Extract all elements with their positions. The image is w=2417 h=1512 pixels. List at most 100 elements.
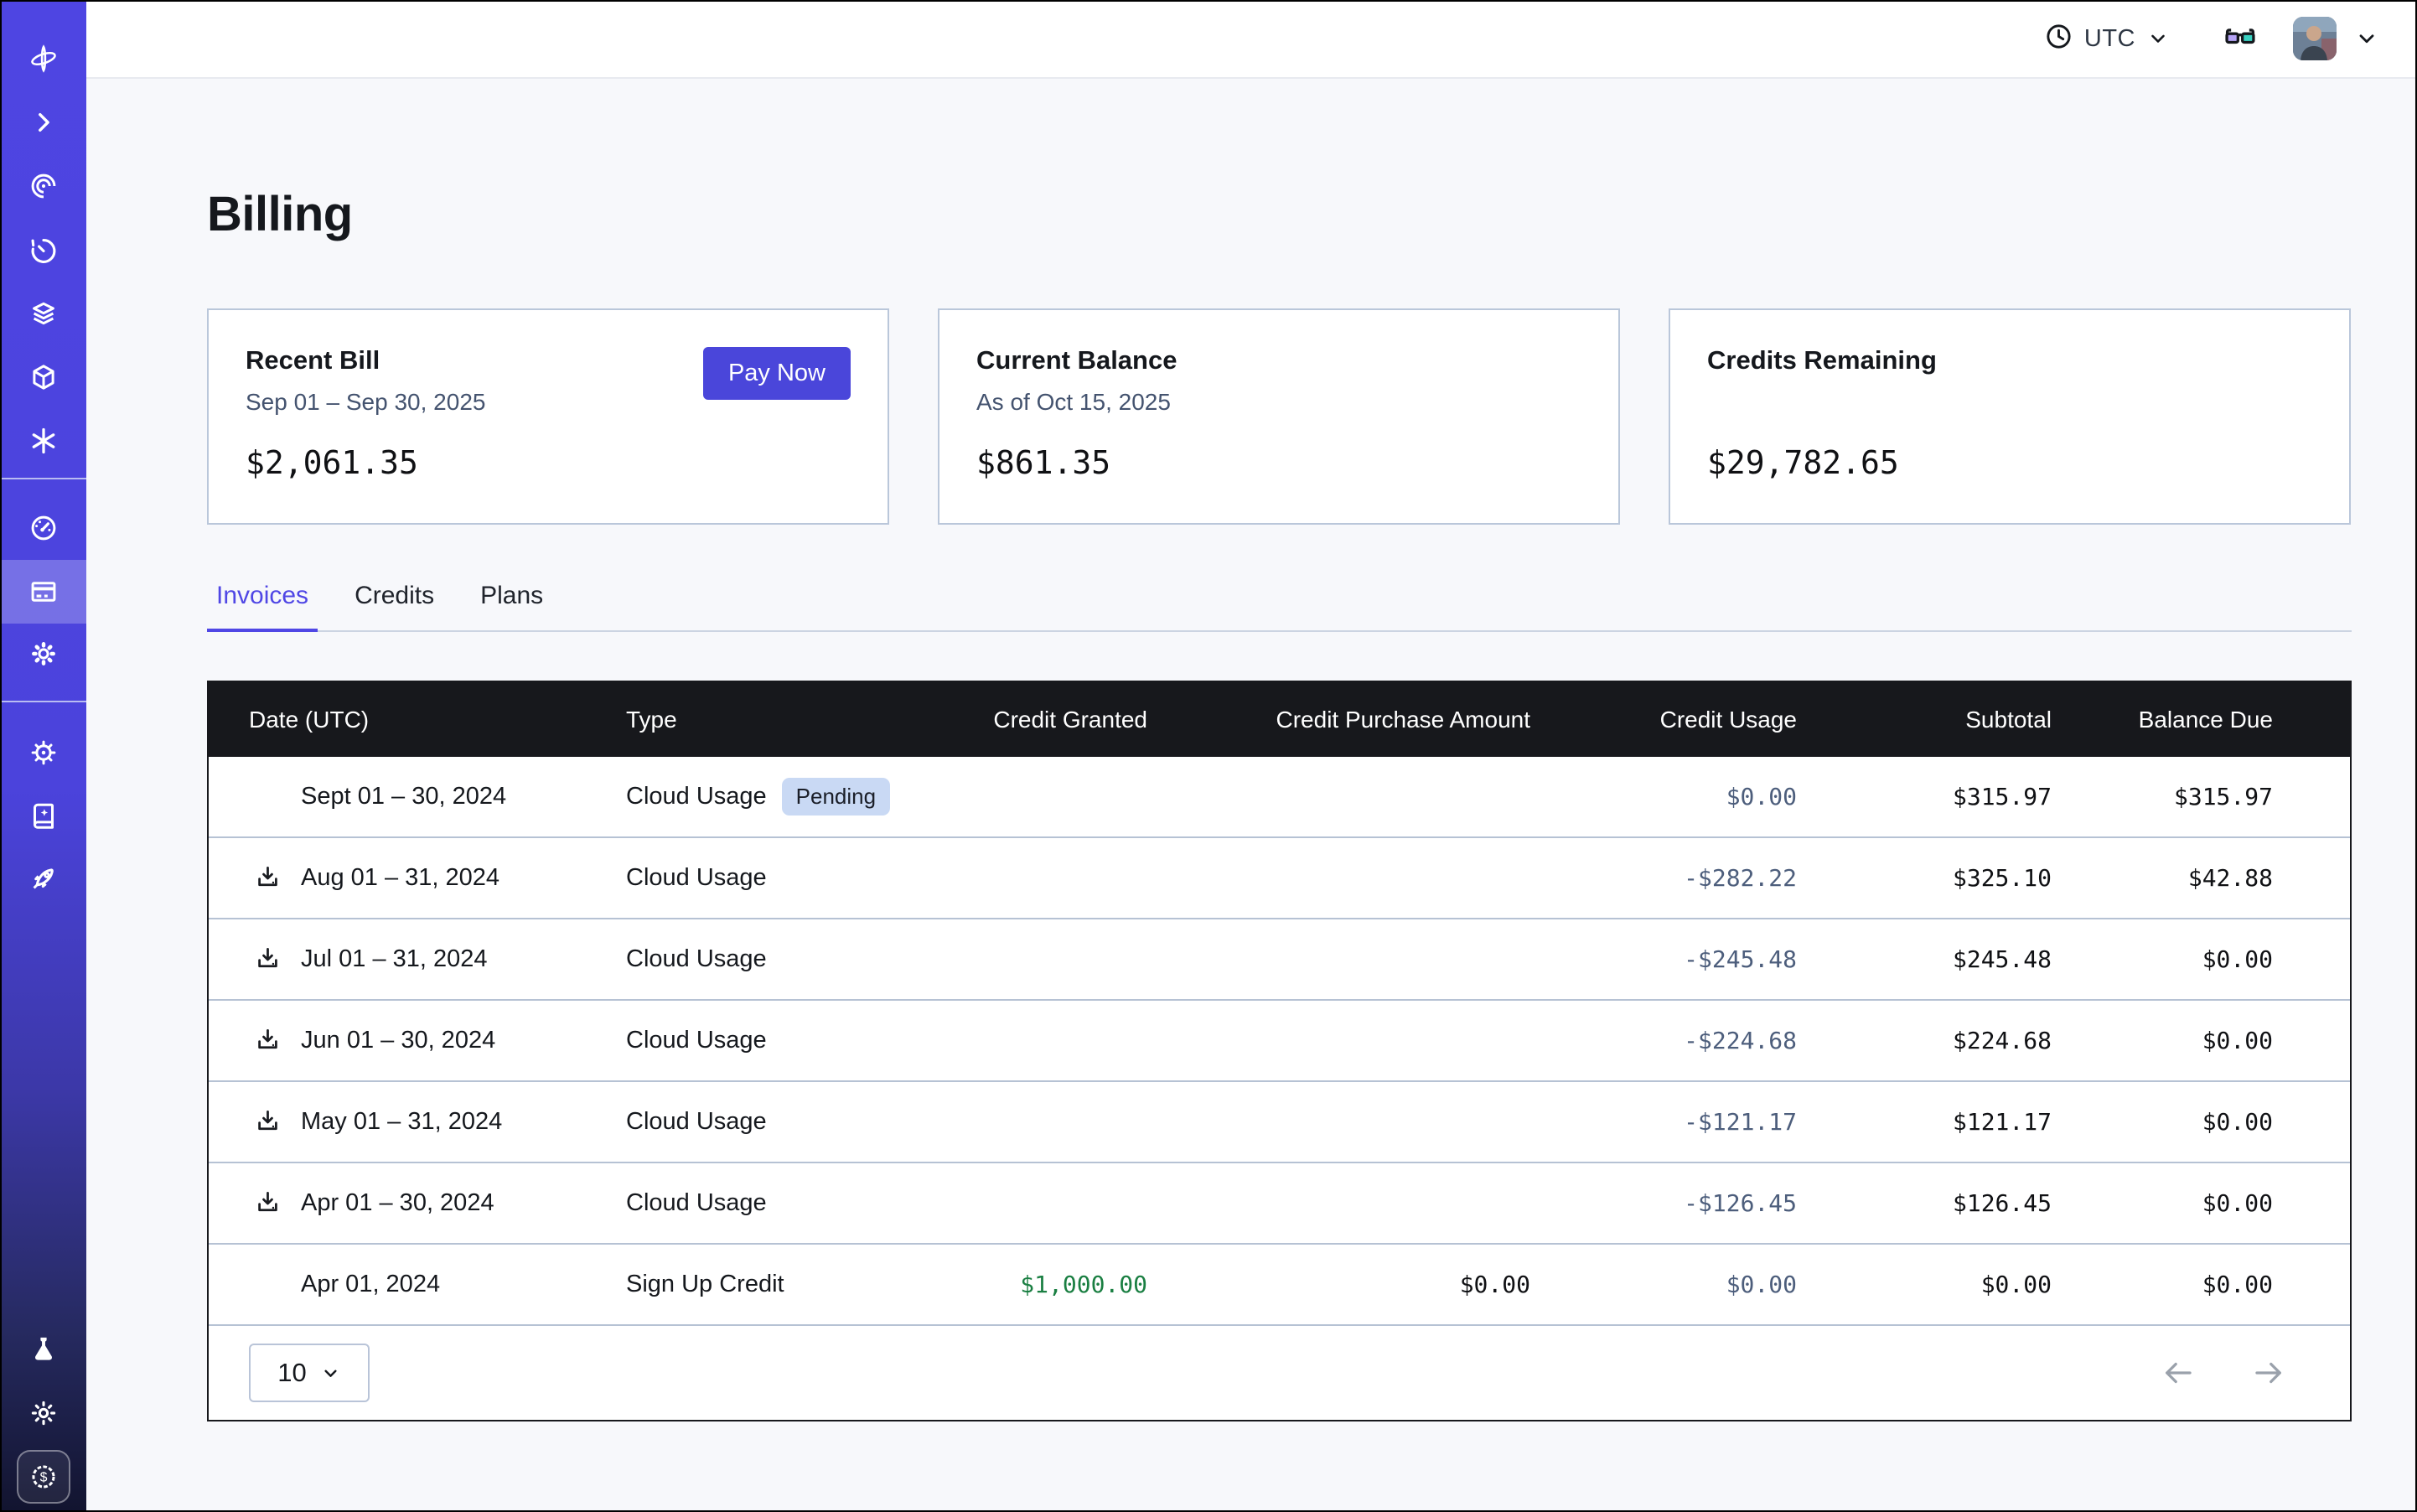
credit-usage-value: -$126.45 (1684, 1189, 1797, 1217)
balance-due-value: $0.00 (2202, 1189, 2273, 1217)
invoice-date: May 01 – 31, 2024 (301, 1108, 503, 1135)
page-size-select[interactable]: 10 (249, 1344, 370, 1402)
credit-usage-value: -$245.48 (1684, 945, 1797, 973)
download-invoice-icon[interactable] (252, 1026, 282, 1056)
card-subtitle (1707, 389, 2312, 417)
sidebar-item-billing-active[interactable] (0, 560, 86, 624)
invoice-type: Cloud Usage (626, 783, 767, 810)
col-type: Type (626, 706, 677, 733)
prev-page-button[interactable] (2161, 1355, 2196, 1390)
glasses-icon[interactable] (2223, 19, 2258, 59)
subtotal-value: $0.00 (1980, 1271, 2052, 1298)
download-invoice-icon[interactable] (252, 1107, 282, 1137)
subtotal-value: $126.45 (1952, 1189, 2052, 1217)
asterisk-icon[interactable] (0, 426, 86, 456)
invoice-type: Sign Up Credit (626, 1271, 784, 1297)
invoice-type: Cloud Usage (626, 945, 767, 972)
pay-now-button[interactable]: Pay Now (702, 347, 851, 400)
logo-orbit-icon[interactable] (0, 44, 86, 74)
table-row: Jun 01 – 30, 2024 Cloud Usage -$224.68 $… (209, 1001, 2350, 1082)
account-chevron-down-icon[interactable] (2355, 27, 2378, 50)
usage-gauge-icon[interactable] (0, 513, 86, 543)
labs-flask-icon[interactable] (0, 1334, 86, 1364)
history-timer-icon[interactable] (0, 235, 86, 265)
sidebar-divider (0, 478, 86, 479)
chevron-down-icon (2147, 28, 2169, 49)
balance-due-value: $0.00 (2202, 1027, 2273, 1054)
tab-credits[interactable]: Credits (345, 582, 443, 630)
balance-due-value: $0.00 (2202, 1108, 2273, 1136)
scry-eye-icon[interactable] (0, 171, 86, 201)
status-badge: Pending (781, 778, 891, 816)
clock-icon (2045, 23, 2073, 54)
helm-wheel-icon[interactable] (0, 738, 86, 768)
pagination-arrows (2161, 1355, 2286, 1390)
next-page-button[interactable] (2251, 1355, 2286, 1390)
topbar: UTC (86, 0, 2417, 79)
card-title: Credits Remaining (1707, 345, 1937, 375)
recent-bill-card: Recent Bill Sep 01 – Sep 30, 2025 $2,061… (207, 308, 889, 525)
content: Billing Recent Bill Sep 01 – Sep 30, 202… (86, 79, 2417, 1512)
subtotal-value: $325.10 (1952, 864, 2052, 892)
credits-remaining-amount: $29,782.65 (1707, 444, 1899, 481)
credits-remaining-card: Credits Remaining $29,782.65 (1669, 308, 2351, 525)
download-invoice-icon[interactable] (252, 863, 282, 893)
timezone-selector[interactable]: UTC (2045, 23, 2169, 54)
sidebar: $ (0, 0, 86, 1512)
main-area: UTC (86, 0, 2417, 1512)
current-balance-amount: $861.35 (976, 444, 1111, 481)
credit-usage-value: $0.00 (1726, 1271, 1797, 1298)
col-credit-usage: Credit Usage (1659, 706, 1797, 733)
card-subtitle: As of Oct 15, 2025 (976, 389, 1171, 415)
balance-due-value: $0.00 (2202, 1271, 2273, 1298)
credit-usage-value: $0.00 (1726, 783, 1797, 810)
page-size-value: 10 (277, 1358, 307, 1387)
col-credit-granted: Credit Granted (993, 706, 1147, 733)
collapse-chevron-icon[interactable] (0, 107, 86, 137)
subtotal-value: $121.17 (1952, 1108, 2052, 1136)
invoice-type: Cloud Usage (626, 1189, 767, 1216)
tab-invoices[interactable]: Invoices (207, 582, 318, 632)
user-avatar[interactable] (2293, 17, 2337, 60)
timezone-label: UTC (2083, 24, 2135, 52)
tab-plans[interactable]: Plans (471, 582, 552, 630)
billing-card-icon (0, 577, 86, 607)
settings-gear-icon[interactable] (0, 639, 86, 669)
layers-icon[interactable] (0, 298, 86, 329)
tabs: Invoices Credits Plans (207, 582, 2352, 632)
page-title: Billing (207, 187, 353, 241)
invoices-table: Date (UTC) Type Credit Granted Credit Pu… (207, 681, 2352, 1421)
invoice-type: Cloud Usage (626, 864, 767, 891)
download-invoice-icon[interactable] (252, 1188, 282, 1219)
invoice-type: Cloud Usage (626, 1027, 767, 1054)
card-subtitle: Sep 01 – Sep 30, 2025 (246, 389, 486, 415)
cube-icon[interactable] (0, 362, 86, 392)
current-balance-card: Current Balance As of Oct 15, 2025 $861.… (938, 308, 1620, 525)
credit-usage-value: -$282.22 (1684, 864, 1797, 892)
balance-due-value: $315.97 (2173, 783, 2273, 810)
invoice-date: Jul 01 – 31, 2024 (301, 945, 488, 972)
table-row: Sept 01 – 30, 2024 Cloud Usage Pending $… (209, 757, 2350, 838)
credit-usage-value: -$224.68 (1684, 1027, 1797, 1054)
sidebar-divider (0, 701, 86, 702)
theme-sun-icon[interactable] (0, 1398, 86, 1428)
recent-bill-amount: $2,061.35 (246, 444, 418, 481)
table-row: Apr 01 – 30, 2024 Cloud Usage -$126.45 $… (209, 1163, 2350, 1245)
credit-purchase-value: $0.00 (1459, 1271, 1530, 1298)
pagination: 10 (209, 1326, 2350, 1420)
card-title: Current Balance (976, 345, 1177, 375)
subtotal-value: $224.68 (1952, 1027, 2052, 1054)
rocket-icon[interactable] (0, 863, 86, 893)
credits-dollar-badge-button[interactable]: $ (16, 1450, 70, 1504)
credit-granted-value: $1,000.00 (1020, 1271, 1147, 1298)
docs-book-icon[interactable] (0, 801, 86, 831)
subtotal-value: $315.97 (1952, 783, 2052, 810)
balance-due-value: $0.00 (2202, 945, 2273, 973)
download-invoice-icon[interactable] (252, 945, 282, 975)
col-subtotal: Subtotal (1965, 706, 2052, 733)
invoice-date: Apr 01, 2024 (301, 1271, 441, 1297)
invoice-date: Jun 01 – 30, 2024 (301, 1027, 496, 1054)
col-date: Date (UTC) (249, 706, 370, 733)
credit-usage-value: -$121.17 (1684, 1108, 1797, 1136)
